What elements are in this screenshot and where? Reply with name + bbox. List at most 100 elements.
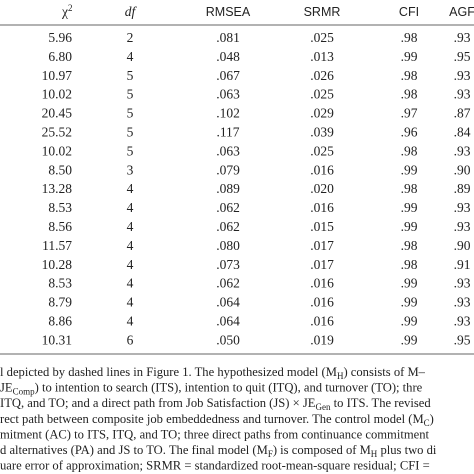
table-cell: 4 [127,219,134,234]
table-cell: .98 [401,143,418,158]
table-cell: .99 [401,332,418,347]
table-cell: .025 [310,87,334,102]
table-cell: .93 [454,219,471,234]
table-cell: .017 [310,257,334,272]
note-text: ) consists of M– [343,365,425,379]
table-cell: .064 [216,314,240,329]
table-cell: 4 [127,238,134,253]
note-text: ) [430,412,434,426]
table-cell: .062 [216,276,240,291]
table-cell: .102 [216,106,240,121]
table-cell: 8.50 [48,162,72,177]
note-text: rect path between composite job embedded… [0,412,424,426]
header-superscript: 2 [68,3,73,13]
column-header: χ2 [61,3,73,19]
table-cell: 5 [127,143,134,158]
note-line: uare error of approximation; SRMR = stan… [0,459,430,473]
note-text: plus two di [377,443,437,457]
table-cell: 5 [127,125,134,140]
header-text: SRMR [304,5,341,19]
header-text: df [125,4,138,19]
note-line: d alternatives (PA) and JS to TO. The fi… [0,443,437,459]
table-cell: 5.96 [48,30,72,45]
table-cell: 3 [127,162,134,177]
header-text: RMSEA [206,5,251,19]
table-cell: .98 [401,238,418,253]
table-cell: .84 [454,125,471,140]
table-cell: .073 [216,257,240,272]
column-header: df [125,4,138,19]
note-subscript: F [268,449,273,459]
table-cell: 6.80 [48,49,72,64]
table-cell: .062 [216,200,240,215]
note-text: uare error of approximation; SRMR = stan… [0,459,430,473]
table-cell: .067 [216,68,240,83]
table-cell: 8.79 [48,295,72,310]
table-cell: .98 [401,87,418,102]
note-text: l depicted by dashed lines in Figure 1. … [0,365,337,379]
note-text: to ITS. The revised [330,396,431,410]
table-cell: 10.31 [42,332,72,347]
table-cell: .90 [454,238,471,253]
note-text: ITQ, and TO; and a direct path from Job … [0,396,316,410]
table-cell: .99 [401,49,418,64]
column-header: RMSEA [206,5,251,19]
table-cell: 4 [127,276,134,291]
table-cell: 13.28 [42,181,73,196]
table-cell: .93 [454,68,471,83]
table-cell: .93 [454,87,471,102]
table-cell: .029 [310,106,334,121]
table-cell: 2 [127,30,134,45]
table-cell: .062 [216,219,240,234]
table-cell: .97 [401,106,418,121]
header-text: AGF [449,5,474,19]
table-cell: .99 [401,200,418,215]
table-cell: .99 [401,219,418,234]
table-cell: .93 [454,276,471,291]
table-cell: .079 [216,162,240,177]
table-cell: 10.97 [42,68,73,83]
note-line: JEComp) to intention to search (ITS), in… [0,381,423,397]
table-cell: .98 [401,30,418,45]
note-subscript: H [337,371,344,381]
note-line: l depicted by dashed lines in Figure 1. … [0,365,426,381]
table-cell: .98 [401,181,418,196]
table-cell: 5 [127,68,134,83]
table-cell: .017 [310,238,334,253]
table-cell: 4 [127,314,134,329]
column-header: SRMR [304,5,341,19]
table-cell: .93 [454,143,471,158]
table-cell: .99 [401,162,418,177]
table-cell: .95 [454,332,471,347]
table-cell: .089 [216,181,240,196]
table-cell: 10.02 [42,143,72,158]
table-cell: .98 [401,68,418,83]
table-cell: 5 [127,106,134,121]
table-cell: 4 [127,49,134,64]
note-text: d alternatives (PA) and JS to TO. The fi… [0,443,268,457]
table-cell: .080 [216,238,240,253]
table-cell: .063 [216,143,240,158]
table-cell: .064 [216,295,240,310]
note-text: mitment (AC) to ITS, ITQ, and TO; three … [0,427,430,441]
note-text: ) is composed of M [273,443,371,457]
note-subscript: C [424,418,430,428]
table-cell: .93 [454,295,471,310]
table-cell: .93 [454,314,471,329]
table-cell: 11.57 [42,238,72,253]
table-cell: 4 [127,181,134,196]
table-cell: .019 [310,332,334,347]
note-line: rect path between composite job embedded… [0,412,434,428]
note-subscript: H [371,449,378,459]
header-text: χ [61,4,68,19]
note-line: ITQ, and TO; and a direct path from Job … [0,396,431,412]
table-cell: 4 [127,295,134,310]
column-header: AGF [449,5,474,19]
table-cell: .025 [310,30,334,45]
table-cell: .081 [216,30,240,45]
table-cell: .96 [401,125,418,140]
note-subscript: Comp [13,387,36,397]
table-cell: .87 [454,106,471,121]
table-cell: .93 [454,200,471,215]
table-cell: 4 [127,257,134,272]
